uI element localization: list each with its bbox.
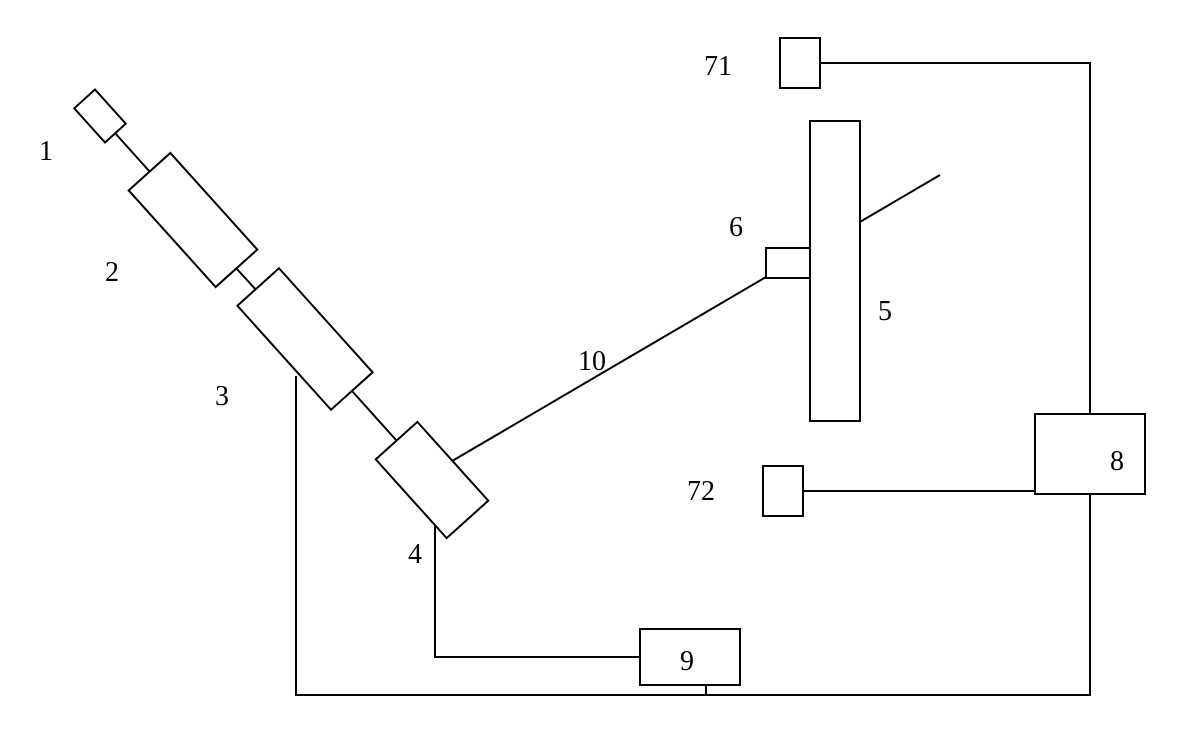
label-L4: 4 bbox=[408, 539, 422, 570]
edge-axis-12 bbox=[115, 133, 150, 172]
schematic-diagram: 1 2 3 4 5 6 71 72 8 9 10 bbox=[0, 0, 1202, 736]
label-L5: 5 bbox=[878, 296, 892, 327]
node-n71 bbox=[780, 38, 820, 88]
node-n5 bbox=[810, 121, 860, 421]
node-n6 bbox=[766, 248, 810, 278]
edge-axis-23 bbox=[236, 268, 258, 292]
label-L1: 1 bbox=[39, 136, 53, 167]
edge-beam-10 bbox=[447, 175, 940, 464]
label-L6: 6 bbox=[729, 212, 743, 243]
edge-w-4-9 bbox=[435, 517, 640, 657]
label-L71: 71 bbox=[704, 51, 732, 82]
node-n72 bbox=[763, 466, 803, 516]
label-L3: 3 bbox=[215, 381, 229, 412]
label-L10: 10 bbox=[578, 346, 606, 377]
edge-axis-34 bbox=[352, 391, 396, 440]
label-L9: 9 bbox=[680, 646, 694, 677]
node-n2 bbox=[129, 153, 258, 287]
node-n3 bbox=[237, 268, 372, 410]
node-n4 bbox=[376, 422, 489, 538]
label-L72: 72 bbox=[687, 476, 715, 507]
label-L2: 2 bbox=[105, 257, 119, 288]
node-n8 bbox=[1035, 414, 1145, 494]
edge-w-8-9 bbox=[706, 494, 1090, 695]
label-L8: 8 bbox=[1110, 446, 1124, 477]
node-n1 bbox=[74, 90, 126, 143]
